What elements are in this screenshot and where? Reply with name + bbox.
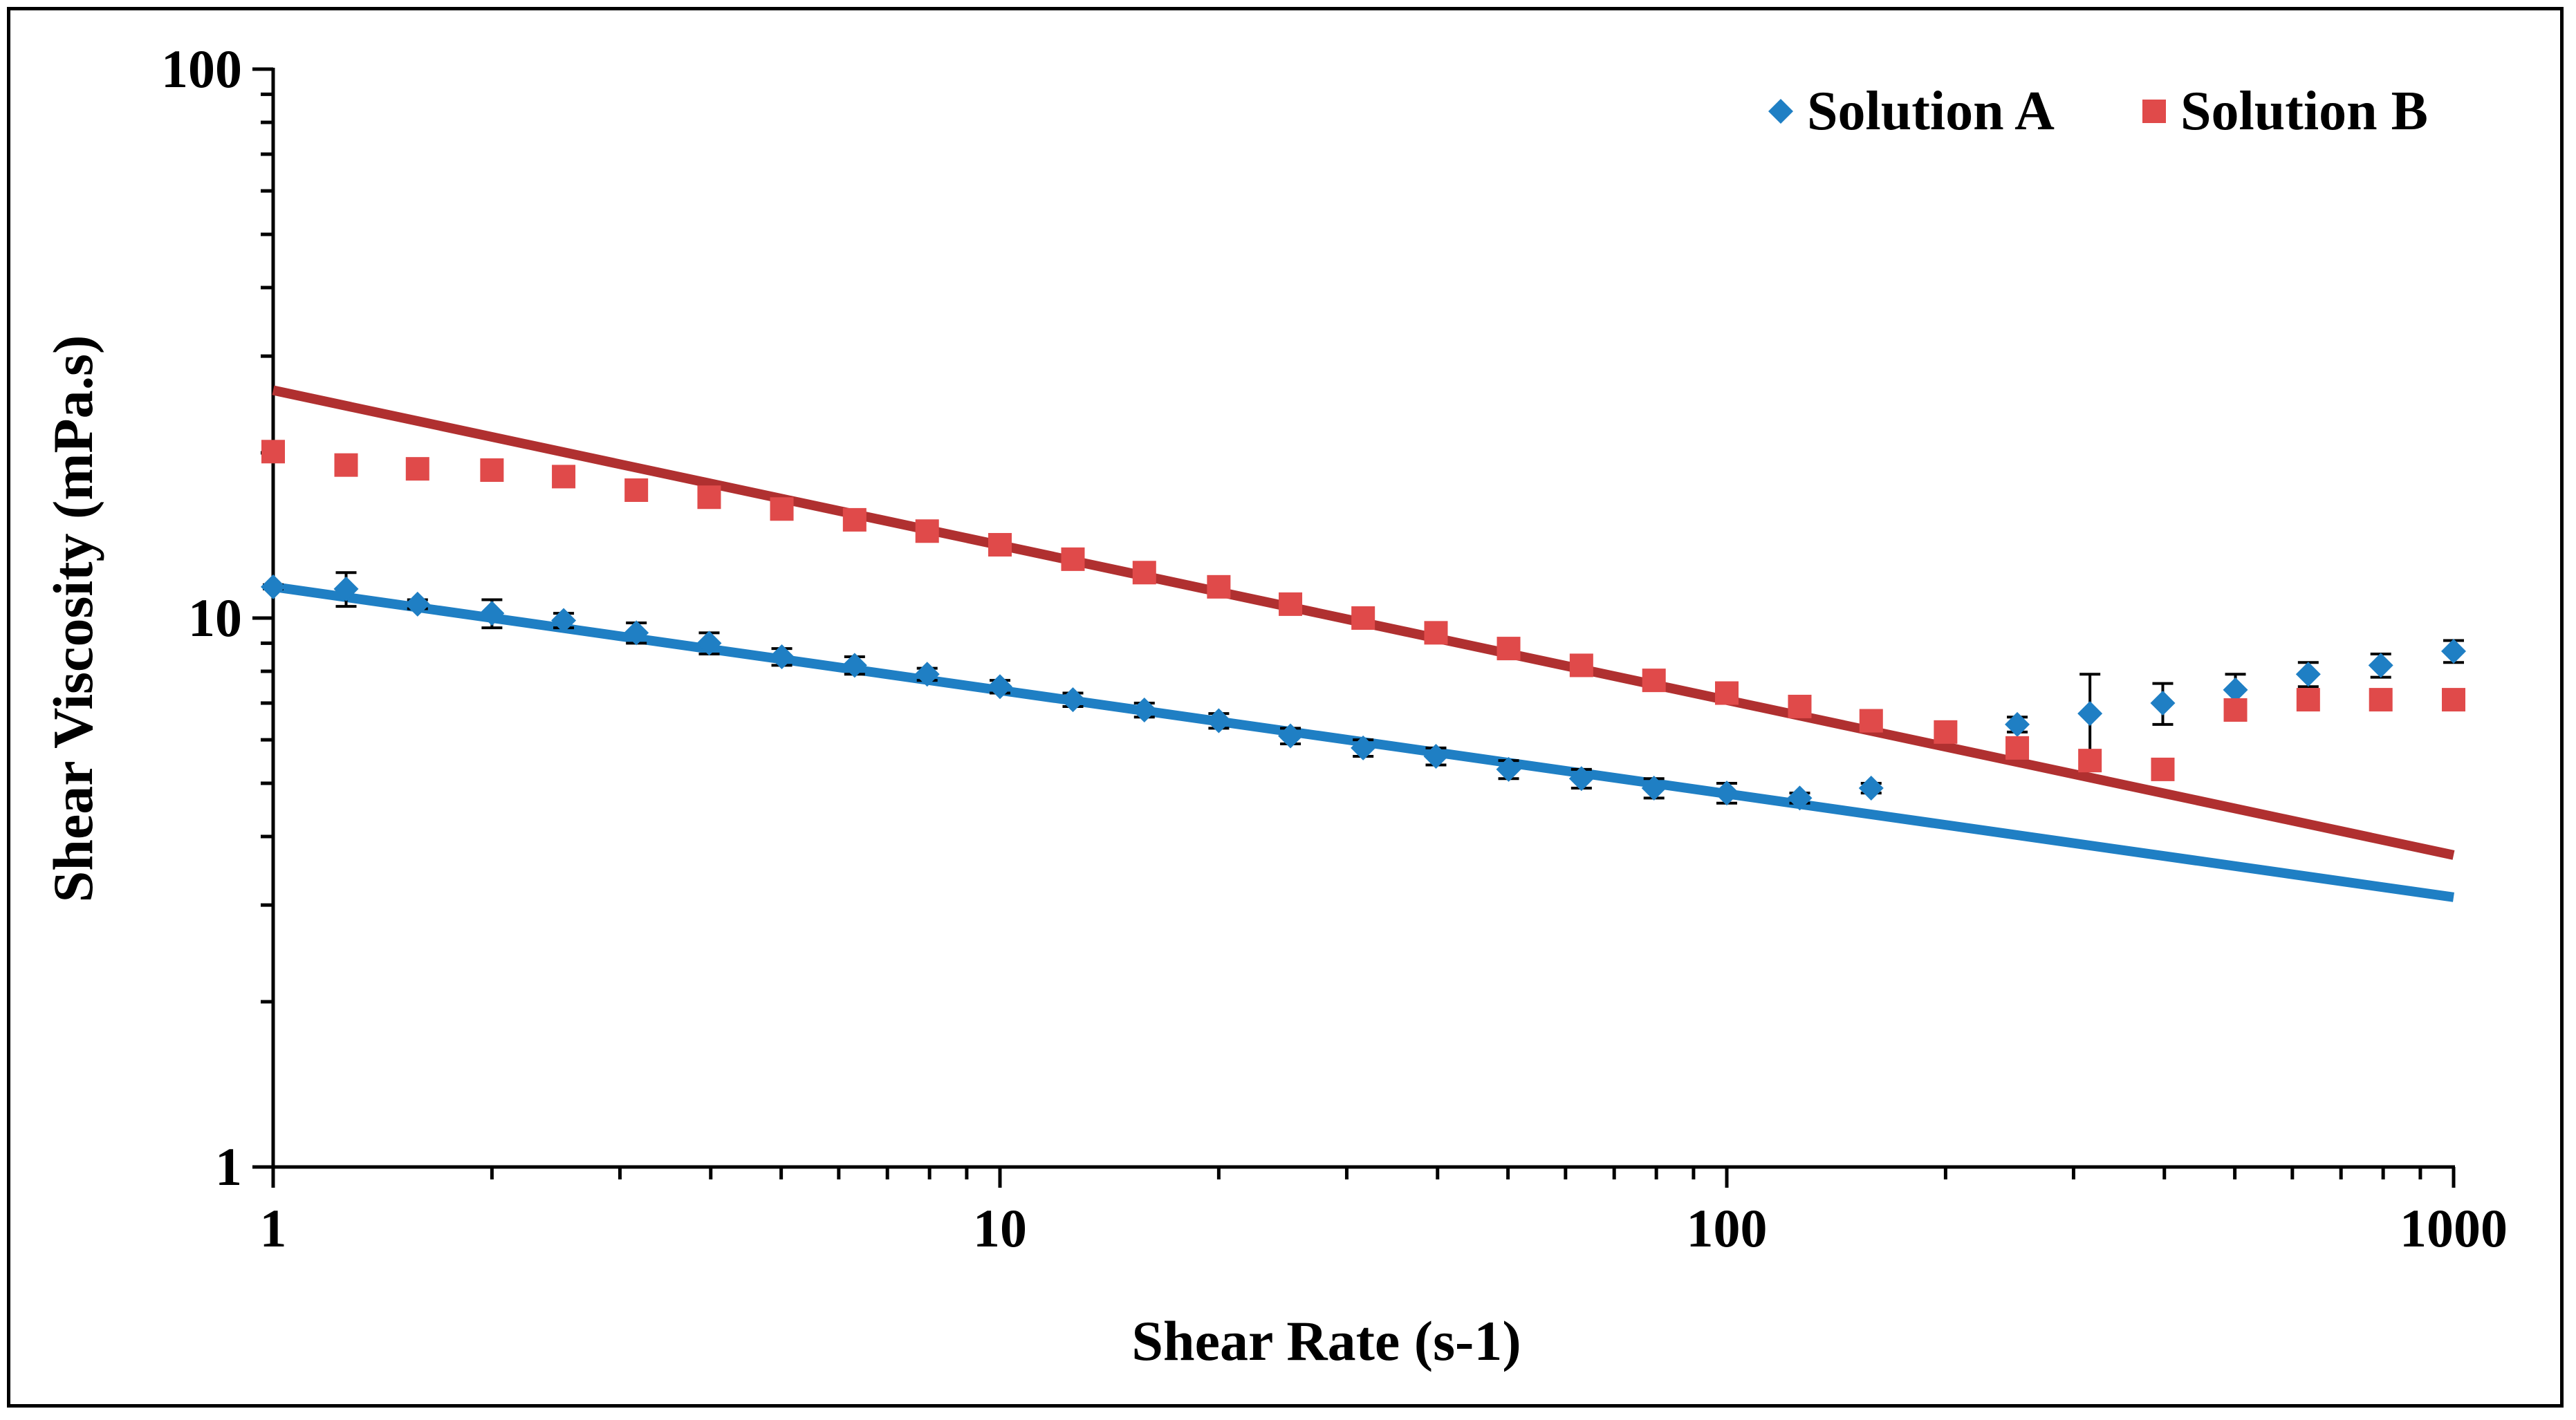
series-2-point — [2005, 736, 2030, 760]
series-1-point — [479, 601, 505, 626]
series-2-point — [1132, 561, 1156, 585]
series-2-point — [2223, 698, 2248, 722]
series-1-point — [1496, 756, 1521, 782]
series-1-point — [1206, 708, 1232, 734]
series-2-point — [1351, 606, 1375, 630]
y-tick-label: 10 — [188, 588, 242, 648]
x-tick-label: 1 — [260, 1198, 287, 1258]
series-1-point — [2005, 711, 2030, 737]
series-2-point — [697, 485, 721, 510]
series-1-point — [405, 591, 430, 617]
series-2-point — [334, 453, 358, 477]
series-1-point — [1858, 775, 1884, 801]
series-2-point — [1424, 621, 1448, 645]
series-2-point — [2078, 749, 2102, 773]
series-1-point — [2077, 701, 2103, 727]
legend-marker-1 — [1768, 99, 1793, 124]
series-1-point — [2441, 639, 2466, 664]
series-1-point — [1641, 775, 1667, 801]
series-1-point — [1060, 687, 1086, 713]
series-2-point — [1569, 653, 1593, 678]
series-2-point — [988, 532, 1012, 557]
series-1-point — [1568, 766, 1594, 792]
series-1-point — [2295, 662, 2321, 687]
series-1-point — [696, 630, 722, 656]
series-1-point — [2223, 677, 2248, 702]
x-tick-label: 1000 — [2400, 1198, 2508, 1258]
series-1-point — [769, 644, 795, 670]
series-2-point — [1715, 681, 1739, 705]
series-1-point — [624, 620, 649, 646]
legend-label-2: Solution B — [2180, 81, 2428, 142]
series-1-point — [1423, 743, 1449, 769]
series-2-point — [915, 519, 939, 543]
series-1-point — [842, 653, 867, 678]
chart-frame: 1 10 100 1 10 100 1000 Solution A Solution B Sh… — [7, 7, 2564, 1408]
series-2-point — [1859, 709, 1883, 733]
axes: 1 10 100 1 10 100 1000 — [161, 39, 2508, 1258]
series-2-point — [1207, 574, 1231, 599]
x-tick-label: 10 — [973, 1198, 1027, 1258]
series-2-point — [2296, 688, 2320, 712]
series-2-point — [552, 465, 576, 489]
legend-marker-2 — [2142, 100, 2166, 123]
data-markers — [261, 440, 2466, 811]
series-2-point — [2442, 688, 2465, 712]
series-2-point — [1934, 720, 1958, 744]
series-2-point — [480, 458, 504, 483]
series-1-point — [2150, 690, 2176, 716]
series-2-point — [1497, 637, 1521, 661]
series-2-point — [1061, 547, 1085, 571]
series-2-point — [2151, 757, 2175, 781]
series-2-point — [1642, 669, 1666, 693]
y-axis-label: Shear Viscosity (mPa.s) — [41, 335, 104, 903]
y-tick-label: 100 — [161, 39, 242, 99]
series-2-point — [1788, 694, 1812, 718]
x-tick-label: 100 — [1687, 1198, 1768, 1258]
series-1-point — [1131, 697, 1157, 722]
series-2-point — [2369, 688, 2393, 712]
series-2-point — [770, 497, 794, 521]
legend: Solution A Solution B — [1768, 81, 2428, 142]
fit-lines — [272, 385, 2455, 902]
series-2-point — [1279, 592, 1303, 616]
series-1-point — [1278, 723, 1304, 749]
x-axis-label: Shear Rate (s-1) — [1131, 1309, 1521, 1372]
legend-label-1: Solution A — [1807, 81, 2055, 142]
series-2-point — [405, 457, 429, 481]
series-1-point — [2368, 653, 2393, 678]
series-1-point — [914, 662, 940, 687]
series-2-point — [261, 440, 285, 464]
series-2-point — [842, 507, 867, 532]
series-1-point — [1787, 785, 1813, 811]
chart-svg: 1 10 100 1 10 100 1000 Solution A Solution B Sh… — [41, 39, 2508, 1372]
series-1-point — [1351, 735, 1376, 760]
series-1-point — [261, 574, 286, 599]
series-1-point — [333, 576, 359, 601]
series-1-point — [988, 674, 1012, 700]
y-tick-label: 1 — [215, 1137, 242, 1197]
series-1-point — [1714, 781, 1739, 806]
series-1-point — [551, 608, 577, 633]
series-2-point — [624, 478, 649, 503]
